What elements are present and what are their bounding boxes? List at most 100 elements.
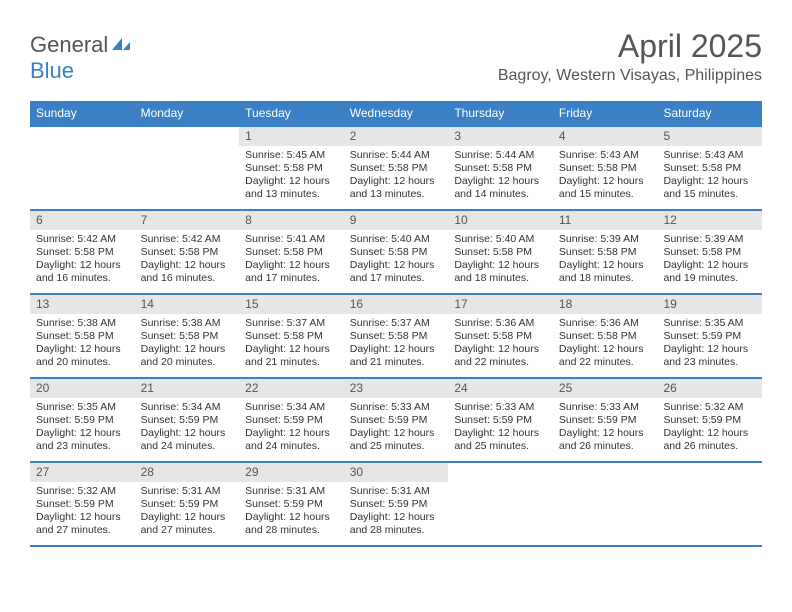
day-content: Sunrise: 5:42 AMSunset: 5:58 PMDaylight:… (135, 232, 240, 290)
daylight-line: Daylight: 12 hours and 19 minutes. (663, 259, 756, 285)
daylight-line: Daylight: 12 hours and 18 minutes. (454, 259, 547, 285)
day-number: 15 (239, 295, 344, 314)
daylight-line: Daylight: 12 hours and 13 minutes. (350, 175, 443, 201)
weekday-header: Tuesday (239, 101, 344, 125)
calendar-day: 26 Sunrise: 5:32 AMSunset: 5:59 PMDayligh… (657, 379, 762, 461)
daylight-line: Daylight: 12 hours and 27 minutes. (141, 511, 234, 537)
sunrise-line: Sunrise: 5:36 AM (559, 317, 652, 330)
sunset-line: Sunset: 5:59 PM (245, 414, 338, 427)
sunset-line: Sunset: 5:58 PM (350, 330, 443, 343)
sunrise-line: Sunrise: 5:35 AM (36, 401, 129, 414)
sunrise-line: Sunrise: 5:31 AM (141, 485, 234, 498)
sunset-line: Sunset: 5:58 PM (245, 246, 338, 259)
sunrise-line: Sunrise: 5:31 AM (245, 485, 338, 498)
sunrise-line: Sunrise: 5:40 AM (454, 233, 547, 246)
day-number: 30 (344, 463, 449, 482)
calendar-day: 3Sunrise: 5:44 AMSunset: 5:58 PMDaylight… (448, 127, 553, 209)
calendar-row: 20Sunrise: 5:35 AMSunset: 5:59 PMDayligh… (30, 379, 762, 463)
title-block: April 2025 Bagroy, Western Visayas, Phil… (498, 28, 762, 85)
daylight-line: Daylight: 12 hours and 25 minutes. (454, 427, 547, 453)
day-number: 27 (30, 463, 135, 482)
calendar-day: 24Sunrise: 5:33 AMSunset: 5:59 PMDayligh… (448, 379, 553, 461)
sunset-line: Sunset: 5:59 PM (141, 414, 234, 427)
day-content: Sunrise: 5:32 AMSunset: 5:59 PMDaylight:… (30, 484, 135, 542)
calendar-header-row: SundayMondayTuesdayWednesdayThursdayFrid… (30, 101, 762, 125)
sunrise-line: Sunrise: 5:36 AM (454, 317, 547, 330)
calendar-day: 19Sunrise: 5:35 AMSunset: 5:59 PMDayligh… (657, 295, 762, 377)
day-content: Sunrise: 5:43 AMSunset: 5:58 PMDaylight:… (657, 148, 762, 206)
daylight-line: Daylight: 12 hours and 23 minutes. (663, 343, 756, 369)
day-number: 8 (239, 211, 344, 230)
daylight-line: Daylight: 12 hours and 13 minutes. (245, 175, 338, 201)
calendar-day: 21Sunrise: 5:34 AMSunset: 5:59 PMDayligh… (135, 379, 240, 461)
day-number: 23 (344, 379, 449, 398)
day-content: Sunrise: 5:31 AMSunset: 5:59 PMDaylight:… (135, 484, 240, 542)
day-content: Sunrise: 5:37 AMSunset: 5:58 PMDaylight:… (239, 316, 344, 374)
daylight-line: Daylight: 12 hours and 28 minutes. (245, 511, 338, 537)
calendar-day: 25 Sunrise: 5:33 AMSunset: 5:59 PMDayligh… (553, 379, 658, 461)
day-number: 6 (30, 211, 135, 230)
day-number: 26 (657, 379, 762, 398)
logo-text: GeneralBlue (30, 32, 132, 84)
daylight-line: Daylight: 12 hours and 18 minutes. (559, 259, 652, 285)
day-number: 7 (135, 211, 240, 230)
day-number: 29 (239, 463, 344, 482)
sunset-line: Sunset: 5:58 PM (36, 330, 129, 343)
daylight-line: Daylight: 12 hours and 20 minutes. (141, 343, 234, 369)
daylight-line: Daylight: 12 hours and 20 minutes. (36, 343, 129, 369)
weekday-header: Wednesday (344, 101, 449, 125)
sunrise-line: Sunrise: 5:42 AM (36, 233, 129, 246)
calendar-day: 11Sunrise: 5:39 AMSunset: 5:58 PMDayligh… (553, 211, 658, 293)
calendar-day: 16Sunrise: 5:37 AMSunset: 5:58 PMDayligh… (344, 295, 449, 377)
calendar-day: 30Sunrise: 5:31 AMSunset: 5:59 PMDayligh… (344, 463, 449, 545)
sunset-line: Sunset: 5:59 PM (663, 414, 756, 427)
day-content: Sunrise: 5:37 AMSunset: 5:58 PMDaylight:… (344, 316, 449, 374)
daylight-line: Daylight: 12 hours and 22 minutes. (454, 343, 547, 369)
calendar-day: 5Sunrise: 5:43 AMSunset: 5:58 PMDaylight… (657, 127, 762, 209)
sunset-line: Sunset: 5:58 PM (245, 330, 338, 343)
sunset-line: Sunset: 5:58 PM (245, 162, 338, 175)
sunset-line: Sunset: 5:59 PM (36, 498, 129, 511)
sunset-line: Sunset: 5:59 PM (141, 498, 234, 511)
daylight-line: Daylight: 12 hours and 26 minutes. (663, 427, 756, 453)
logo: GeneralBlue (30, 32, 132, 84)
sunset-line: Sunset: 5:59 PM (36, 414, 129, 427)
sunrise-line: Sunrise: 5:40 AM (350, 233, 443, 246)
sail-icon (110, 32, 132, 58)
sunset-line: Sunset: 5:58 PM (663, 246, 756, 259)
sunset-line: Sunset: 5:58 PM (141, 330, 234, 343)
day-number: 10 (448, 211, 553, 230)
day-content: Sunrise: 5:40 AMSunset: 5:58 PMDaylight:… (448, 232, 553, 290)
day-number: 3 (448, 127, 553, 146)
day-content: Sunrise: 5:33 AMSunset: 5:59 PMDaylight:… (448, 400, 553, 458)
daylight-line: Daylight: 12 hours and 15 minutes. (559, 175, 652, 201)
sunset-line: Sunset: 5:58 PM (663, 162, 756, 175)
calendar-row: 13Sunrise: 5:38 AMSunset: 5:58 PMDayligh… (30, 295, 762, 379)
day-content: Sunrise: 5:40 AMSunset: 5:58 PMDaylight:… (344, 232, 449, 290)
sunrise-line: Sunrise: 5:44 AM (350, 149, 443, 162)
sunrise-line: Sunrise: 5:44 AM (454, 149, 547, 162)
weekday-header: Sunday (30, 101, 135, 125)
daylight-line: Daylight: 12 hours and 28 minutes. (350, 511, 443, 537)
day-content: Sunrise: 5:41 AMSunset: 5:58 PMDaylight:… (239, 232, 344, 290)
sunrise-line: Sunrise: 5:33 AM (350, 401, 443, 414)
daylight-line: Daylight: 12 hours and 17 minutes. (245, 259, 338, 285)
day-content: Sunrise: 5:33 AMSunset: 5:59 PMDaylight:… (553, 400, 658, 458)
day-content: Sunrise: 5:32 AMSunset: 5:59 PMDaylight:… (657, 400, 762, 458)
daylight-line: Daylight: 12 hours and 16 minutes. (141, 259, 234, 285)
sunset-line: Sunset: 5:59 PM (559, 414, 652, 427)
calendar-day: 6Sunrise: 5:42 AMSunset: 5:58 PMDaylight… (30, 211, 135, 293)
calendar-day: 4Sunrise: 5:43 AMSunset: 5:58 PMDaylight… (553, 127, 658, 209)
calendar-day: 10 Sunrise: 5:40 AMSunset: 5:58 PMDayligh… (448, 211, 553, 293)
sunset-line: Sunset: 5:59 PM (350, 498, 443, 511)
day-number: 25 (553, 379, 658, 398)
sunrise-line: Sunrise: 5:38 AM (36, 317, 129, 330)
calendar-body: ..1Sunrise: 5:45 AMSunset: 5:58 PMDaylig… (30, 125, 762, 547)
daylight-line: Daylight: 12 hours and 25 minutes. (350, 427, 443, 453)
day-content: Sunrise: 5:34 AMSunset: 5:59 PMDaylight:… (135, 400, 240, 458)
logo-text-1: General (30, 32, 108, 57)
calendar-empty-cell: . (553, 463, 658, 545)
sunset-line: Sunset: 5:58 PM (454, 162, 547, 175)
daylight-line: Daylight: 12 hours and 16 minutes. (36, 259, 129, 285)
sunrise-line: Sunrise: 5:43 AM (663, 149, 756, 162)
